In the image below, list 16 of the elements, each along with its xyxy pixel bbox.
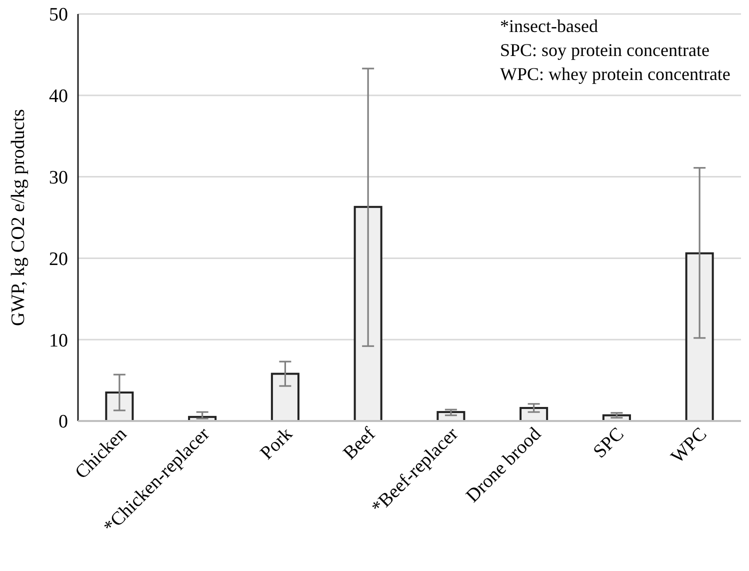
bar (685, 252, 714, 422)
annotation: WPC: whey protein concentrate (500, 64, 730, 84)
bar (270, 372, 300, 422)
bar (354, 206, 382, 422)
y-axis-title: GWP, kg CO2 e/kg products (8, 109, 29, 326)
x-tick-label: Pork (256, 423, 298, 464)
y-tick-label: 0 (58, 412, 68, 433)
y-tick-label: 30 (49, 167, 68, 188)
bar (105, 392, 134, 422)
y-tick-label: 10 (49, 330, 68, 352)
annotation: SPC: soy protein concentrate (500, 40, 710, 60)
x-tick-label: SPC (589, 424, 628, 462)
y-tick-label: 50 (49, 4, 68, 26)
y-tick-label: 20 (49, 248, 68, 270)
annotation: *insect-based (500, 16, 598, 36)
y-tick-label: 40 (49, 86, 68, 108)
